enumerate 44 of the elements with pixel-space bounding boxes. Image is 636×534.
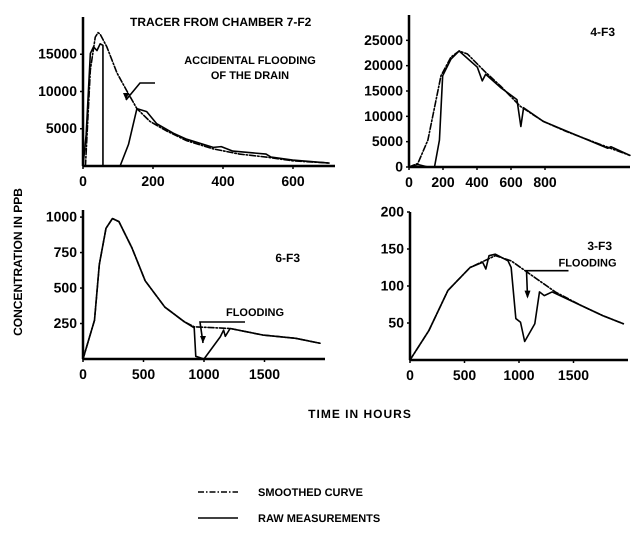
x-tick-label: 600	[281, 173, 305, 189]
x-tick-label: 500	[452, 367, 476, 383]
x-tick-label: 400	[211, 173, 235, 189]
annotation: FLOODING	[226, 307, 284, 319]
x-tick-label: 0	[406, 367, 414, 383]
legend-label: RAW MEASUREMENTS	[258, 513, 380, 525]
x-tick-label: 0	[79, 173, 88, 189]
x-tick-label: 500	[132, 366, 156, 382]
y-tick-label: 20000	[364, 57, 404, 74]
x-tick-label: 400	[465, 174, 489, 190]
y-tick-label: 100	[380, 277, 404, 294]
y-tick-label: 5000	[46, 120, 78, 136]
x-tick-label: 600	[499, 174, 523, 190]
y-tick-label: 10000	[364, 108, 404, 124]
x-tick-label: 200	[431, 174, 455, 190]
y-axis-title: CONCENTRATION IN PPB	[11, 188, 25, 336]
y-tick-label: 15000	[364, 82, 404, 98]
x-tick-label: 1000	[503, 367, 535, 383]
y-tick-label: 750	[54, 244, 78, 260]
y-tick-label: 50	[388, 314, 404, 330]
text: 3-F3	[587, 239, 612, 253]
annotation: ACCIDENTAL FLOODING OF THE DRAIN	[184, 55, 316, 82]
annotation: FLOODING	[558, 258, 617, 270]
text: 4-F3	[590, 25, 616, 39]
y-tick-label: 250	[54, 315, 78, 332]
x-tick-label: 800	[533, 174, 557, 190]
y-tick-label: 150	[380, 240, 404, 256]
x-tick-label: 1000	[188, 366, 220, 382]
y-tick-label: 25000	[364, 32, 404, 48]
chart-title: TRACER FROM CHAMBER 7-F2	[130, 15, 312, 29]
y-tick-label: 5000	[372, 133, 404, 150]
x-tick-label: 200	[141, 173, 165, 189]
x-tick-label: 1500	[248, 366, 280, 382]
text: 6-F3	[275, 251, 300, 265]
x-tick-label: 0	[79, 366, 88, 382]
x-tick-label: 1500	[558, 367, 590, 383]
y-tick-label: 0	[395, 158, 404, 174]
y-tick-label: 1000	[46, 208, 78, 225]
y-tick-label: 10000	[38, 82, 78, 99]
x-axis-title: TIME IN HOURS	[308, 407, 412, 421]
y-tick-label: 15000	[38, 46, 78, 62]
legend-label: SMOOTHED CURVE	[258, 487, 363, 499]
y-tick-label: 500	[54, 280, 78, 296]
y-tick-label: 200	[380, 203, 404, 220]
